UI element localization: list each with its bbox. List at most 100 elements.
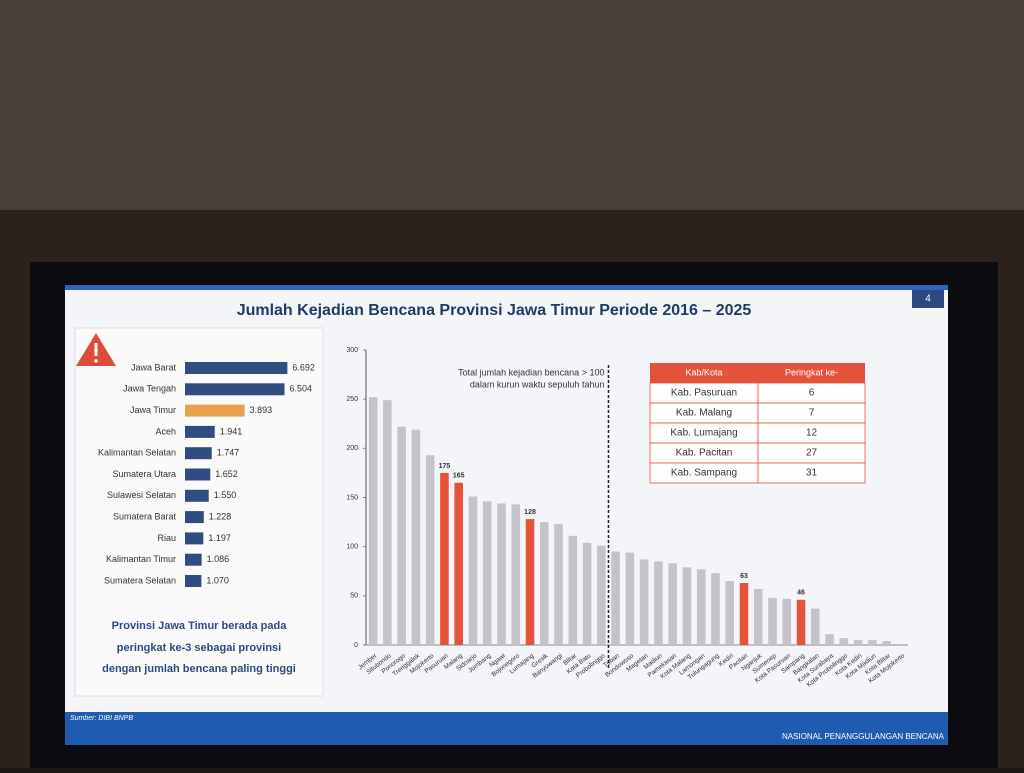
- table-cell: Kab. Sampang: [671, 468, 737, 479]
- bar: [711, 573, 720, 645]
- slide-title: Jumlah Kejadian Bencana Provinsi Jawa Ti…: [237, 302, 752, 319]
- bar: [611, 551, 620, 645]
- category-label: Sumatera Barat: [113, 511, 177, 521]
- data-label: 128: [524, 509, 536, 516]
- y-tick-label: 150: [346, 494, 358, 501]
- bar: [185, 468, 211, 481]
- bar: [753, 588, 763, 645]
- data-label: 175: [439, 463, 451, 470]
- y-tick-label: 200: [346, 445, 358, 452]
- bar: [482, 501, 492, 645]
- bar: [825, 634, 834, 645]
- page-number: 4: [925, 294, 931, 305]
- bar: [185, 489, 209, 502]
- bar: [185, 553, 202, 566]
- value-label: 1.652: [215, 469, 238, 479]
- bar: [654, 561, 663, 645]
- page-number-box: [912, 290, 944, 308]
- table-cell: 7: [809, 408, 815, 419]
- value-label: 1.228: [209, 511, 232, 521]
- bar: [896, 644, 906, 645]
- bar: [725, 581, 734, 645]
- annotation: Total jumlah kejadian bencana > 100: [458, 367, 604, 377]
- table-cell: 12: [806, 428, 818, 439]
- bar: [525, 519, 535, 645]
- bar: [440, 472, 449, 645]
- category-label: Kalimantan Timur: [106, 554, 176, 564]
- bar: [568, 535, 578, 645]
- table-cell: Kab. Malang: [676, 408, 732, 419]
- note-line: dengan jumlah bencana paling tinggi: [102, 663, 296, 675]
- bar: [397, 426, 406, 645]
- bar: [454, 482, 463, 645]
- slide-top-band: [65, 285, 948, 290]
- bar: [511, 504, 521, 645]
- category-label: Sulawesi Selatan: [107, 490, 176, 500]
- category-label: Riau: [157, 533, 176, 543]
- note-line: peringkat ke-3 sebagai provinsi: [117, 642, 281, 654]
- bar: [185, 532, 204, 545]
- bar: [185, 425, 215, 438]
- bar: [782, 598, 792, 645]
- table-cell: Kab. Pacitan: [676, 448, 733, 459]
- bar: [882, 641, 891, 645]
- table-cell: Kab. Pasuruan: [671, 388, 737, 399]
- category-label: Jawa Timur: [130, 405, 176, 415]
- value-label: 1.086: [207, 554, 230, 564]
- bar: [185, 447, 212, 460]
- data-label: 63: [740, 573, 748, 580]
- y-tick-label: 0: [354, 642, 358, 649]
- bar: [411, 429, 421, 645]
- value-label: 1.070: [206, 575, 229, 585]
- category-label: Sumatera Selatan: [104, 575, 176, 585]
- value-label: 1.747: [217, 448, 240, 458]
- data-label: 46: [797, 590, 805, 597]
- bar: [425, 455, 435, 645]
- value-label: 6.692: [292, 362, 315, 372]
- bar: [668, 563, 677, 645]
- bar: [625, 552, 635, 645]
- bar: [597, 545, 606, 645]
- warning-dot: [94, 359, 98, 363]
- bar: [582, 542, 592, 645]
- bar: [696, 569, 706, 645]
- table-header-cell: Peringkat ke-: [785, 367, 838, 377]
- bar: [368, 397, 378, 645]
- ceiling: [0, 0, 1024, 210]
- y-tick-label: 100: [346, 544, 358, 551]
- bar: [468, 496, 478, 645]
- slide-bottom-band: [65, 712, 948, 745]
- bar: [639, 559, 649, 645]
- category-label: Kalimantan Selatan: [98, 448, 176, 458]
- y-tick-label: 50: [350, 593, 358, 600]
- bar: [185, 362, 288, 374]
- category-label: Jawa Tengah: [123, 384, 176, 394]
- bar: [185, 383, 285, 396]
- table-cell: 27: [806, 448, 818, 459]
- bar: [739, 583, 749, 645]
- category-label: Jawa Barat: [131, 362, 177, 372]
- bar: [768, 597, 777, 645]
- table-cell-box: [757, 462, 866, 484]
- table-cell: 31: [806, 468, 818, 479]
- bar: [796, 599, 806, 645]
- value-label: 1.197: [208, 533, 231, 543]
- source: Sumber: DIBI BNPB: [70, 715, 133, 722]
- bar: [682, 567, 692, 645]
- bar: [383, 400, 392, 645]
- table-header-cell: Kab/Kota: [685, 367, 722, 377]
- value-label: 3.893: [250, 405, 273, 415]
- note-line: Provinsi Jawa Timur berada pada: [112, 620, 288, 632]
- bar: [811, 608, 820, 645]
- bar: [185, 511, 204, 524]
- bar: [853, 640, 863, 645]
- data-label: 165: [453, 473, 465, 480]
- table-header: [650, 363, 865, 383]
- value-label: 6.504: [290, 384, 313, 394]
- bar: [185, 575, 202, 587]
- annotation: dalam kurun waktu sepuluh tahun: [470, 379, 605, 389]
- value-label: 1.550: [214, 490, 237, 500]
- table-cell: 6: [809, 388, 815, 399]
